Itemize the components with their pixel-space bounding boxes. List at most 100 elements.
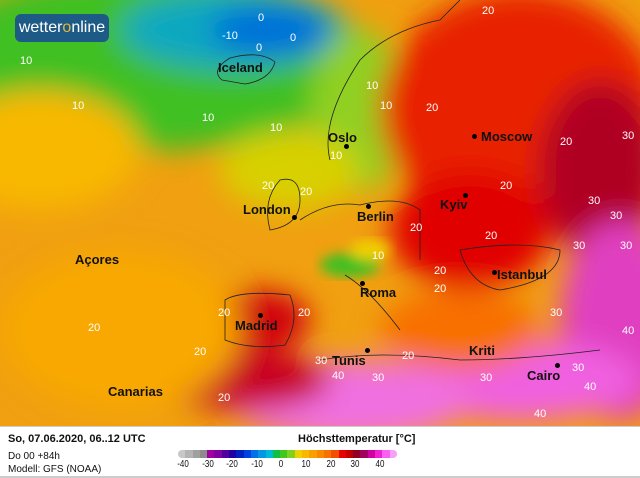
scale-swatch (353, 450, 361, 458)
city-label: Canarias (108, 384, 163, 399)
logo-text-2: o (62, 19, 72, 36)
isotherm-label: 20 (300, 186, 313, 198)
scale-swatch (294, 450, 303, 458)
isotherm-label: 20 (482, 5, 495, 17)
city-label: Madrid (235, 318, 278, 333)
scale-swatch (178, 450, 186, 458)
isotherm-label: 20 (218, 307, 231, 319)
isotherm-label: 30 (610, 210, 623, 222)
isotherm-label: 10 (72, 100, 85, 112)
color-scale-bar (178, 450, 397, 458)
isotherm-label: 20 (88, 322, 101, 334)
isotherm-label: 20 (218, 392, 231, 404)
isotherm-label: 20 (434, 265, 447, 277)
isotherm-label: 20 (434, 283, 447, 295)
logo-text-1: wetter (18, 19, 63, 36)
isotherm-label: -10 (222, 30, 238, 42)
isotherm-label: 20 (426, 102, 439, 114)
city-dot (472, 134, 477, 139)
isotherm-label: 10 (20, 55, 33, 67)
city-label: Kyiv (440, 197, 468, 212)
scale-swatch (280, 450, 288, 458)
city-dot (463, 193, 468, 198)
city-label: Moscow (481, 129, 533, 144)
scale-swatch (316, 450, 324, 458)
city-dot (492, 270, 497, 275)
city-label: Cairo (527, 368, 561, 383)
isotherm-label: 20 (485, 230, 498, 242)
isotherm-label: 10 (330, 150, 343, 162)
scale-swatch (367, 450, 376, 458)
scale-swatch (199, 450, 208, 458)
wetteronline-logo[interactable]: wetteronline (15, 14, 109, 42)
isotherm-label: 30 (480, 372, 493, 384)
scale-tick-label: -40 (177, 459, 189, 470)
date-label: So, 07.06.2020, 06..12 UTC (8, 433, 146, 445)
isotherm-label: 30 (573, 240, 586, 252)
city-dot (555, 363, 560, 368)
isotherm-label: 40 (622, 325, 635, 337)
city-dot (344, 144, 349, 149)
isotherm-label: 10 (202, 112, 215, 124)
scale-tick-label: -20 (226, 459, 238, 470)
city-label: Tunis (332, 353, 366, 368)
isotherm-label: 30 (588, 195, 601, 207)
scale-swatch (185, 450, 193, 458)
isotherm-label: 20 (560, 136, 573, 148)
scale-swatch (192, 450, 200, 458)
city-label: Oslo (328, 130, 357, 145)
legend-title: Höchsttemperatur [°C] (298, 433, 416, 445)
isotherm-label: 30 (550, 307, 563, 319)
city-label: Iceland (218, 60, 263, 75)
isotherm-label: 0 (290, 32, 297, 44)
isotherm-label: 30 (622, 130, 635, 142)
city-label: Istanbul (497, 267, 547, 282)
city-label: London (243, 202, 291, 217)
isotherm-label: 20 (194, 346, 207, 358)
city-dot (365, 348, 370, 353)
scale-swatch (323, 450, 332, 458)
city-label: Kriti (469, 343, 495, 358)
isotherm-label: 20 (298, 307, 311, 319)
isotherm-label: 0 (256, 42, 263, 54)
scale-swatch (236, 450, 244, 458)
scale-swatch (229, 450, 237, 458)
scale-tick-label: -30 (201, 459, 214, 470)
scale-swatch (287, 450, 295, 458)
scale-tick-label: 30 (350, 459, 360, 470)
isotherm-label: 30 (315, 355, 328, 367)
isotherm-label: 10 (366, 80, 379, 92)
isotherm-label: 20 (262, 180, 275, 192)
isotherm-label: 30 (620, 240, 633, 252)
isotherm-label: 20 (410, 222, 423, 234)
scale-swatch (338, 450, 346, 458)
isotherm-label: 20 (402, 350, 415, 362)
scale-tick-label: 20 (326, 459, 336, 470)
scale-swatch (382, 450, 390, 458)
isotherm-label: 30 (372, 372, 385, 384)
scale-swatch (214, 450, 222, 458)
scale-swatch (250, 450, 259, 458)
scale-swatch (345, 450, 354, 458)
scale-tick-label: 40 (375, 459, 385, 470)
city-dot (360, 281, 365, 286)
scale-swatch (375, 450, 383, 458)
scale-swatch (389, 450, 397, 458)
temperature-map[interactable]: wetteronline Iceland Oslo Moscow London Berl… (0, 0, 640, 426)
scale-swatch (331, 450, 339, 458)
scale-swatch (207, 450, 215, 458)
scale-swatch (221, 450, 230, 458)
isotherm-label: 20 (500, 180, 513, 192)
city-dot (258, 313, 263, 318)
isotherm-label: 10 (372, 250, 385, 262)
scale-tick-label: 0 (279, 459, 284, 470)
scale-swatch (272, 450, 281, 458)
isotherm-label: 40 (534, 408, 547, 420)
city-dot (292, 215, 297, 220)
scale-tick-label: -10 (251, 459, 263, 470)
isotherm-label: 0 (258, 12, 265, 24)
model-label: Modell: GFS (NOAA) (8, 464, 102, 475)
isotherm-label: 10 (380, 100, 393, 112)
scale-swatch (265, 450, 273, 458)
city-label: Roma (360, 285, 397, 300)
